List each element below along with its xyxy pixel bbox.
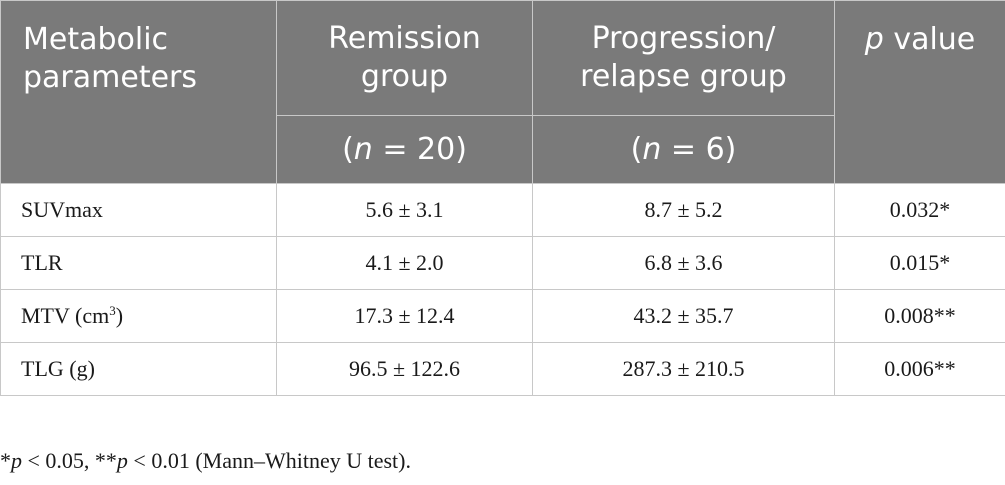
footnote-part: p bbox=[116, 448, 128, 473]
footnote-part: < 0.01 (Mann–Whitney U test). bbox=[127, 448, 411, 473]
header-col3-line1: Progression/ bbox=[591, 21, 776, 56]
row-label: TLR bbox=[0, 236, 277, 290]
row-label: MTV (cm3) bbox=[0, 289, 277, 343]
n-remission-var: n bbox=[353, 131, 373, 167]
header-metabolic-parameters: Metabolic parameters bbox=[0, 0, 277, 184]
header-n-progression: (n = 6) bbox=[532, 115, 835, 184]
row-label-after: ) bbox=[115, 303, 124, 328]
footnote-part: * bbox=[0, 448, 11, 473]
header-col3-line2: relapse group bbox=[580, 59, 787, 94]
table-row: TLG (g) 96.5 ± 122.6 287.3 ± 210.5 0.006… bbox=[0, 342, 1005, 396]
cell-p-value: 0.032* bbox=[834, 183, 1005, 237]
n-remission-rest: = 20) bbox=[372, 131, 467, 167]
row-label-text: MTV (cm bbox=[21, 303, 110, 328]
cell-p-value: 0.015* bbox=[834, 236, 1005, 290]
footnote-part: p bbox=[11, 448, 22, 473]
cell-remission: 5.6 ± 3.1 bbox=[276, 183, 533, 237]
n-remission-open: ( bbox=[342, 131, 354, 167]
header-progression-group: Progression/ relapse group bbox=[532, 0, 835, 116]
row-label-text: TLR bbox=[21, 250, 63, 275]
cell-progression: 6.8 ± 3.6 bbox=[532, 236, 835, 290]
header-col2-line2: group bbox=[360, 59, 449, 94]
cell-progression: 8.7 ± 5.2 bbox=[532, 183, 835, 237]
table-row: SUVmax 5.6 ± 3.1 8.7 ± 5.2 0.032* bbox=[0, 183, 1005, 237]
row-label-text: SUVmax bbox=[21, 197, 103, 222]
cell-remission: 4.1 ± 2.0 bbox=[276, 236, 533, 290]
cell-progression: 287.3 ± 210.5 bbox=[532, 342, 835, 396]
footnote-part: < 0.05, ** bbox=[22, 448, 117, 473]
row-label-text: TLG (g) bbox=[21, 356, 95, 381]
table-header: Metabolic parameters Remission group Pro… bbox=[0, 0, 1005, 184]
cell-remission: 96.5 ± 122.6 bbox=[276, 342, 533, 396]
n-progression-rest: = 6) bbox=[661, 131, 737, 167]
table-footnote: *p < 0.05, **p < 0.01 (Mann–Whitney U te… bbox=[0, 448, 411, 474]
row-label: SUVmax bbox=[0, 183, 277, 237]
cell-p-value: 0.008** bbox=[834, 289, 1005, 343]
row-label: TLG (g) bbox=[0, 342, 277, 396]
cell-progression: 43.2 ± 35.7 bbox=[532, 289, 835, 343]
results-table: Metabolic parameters Remission group Pro… bbox=[0, 0, 1005, 396]
header-n-remission: (n = 20) bbox=[276, 115, 533, 184]
table-body: SUVmax 5.6 ± 3.1 8.7 ± 5.2 0.032* TLR 4.… bbox=[0, 183, 1005, 396]
header-p-italic: p bbox=[864, 22, 884, 57]
cell-p-value: 0.006** bbox=[834, 342, 1005, 396]
header-p-rest: value bbox=[883, 22, 976, 57]
table-row: MTV (cm3) 17.3 ± 12.4 43.2 ± 35.7 0.008*… bbox=[0, 289, 1005, 343]
header-remission-group: Remission group bbox=[276, 0, 533, 116]
cell-remission: 17.3 ± 12.4 bbox=[276, 289, 533, 343]
n-progression-open: ( bbox=[630, 131, 643, 167]
header-p-value: p value bbox=[834, 0, 1005, 184]
header-col1-line1: Metabolic bbox=[23, 22, 169, 57]
header-col2-line1: Remission bbox=[328, 21, 481, 56]
n-progression-var: n bbox=[642, 131, 662, 167]
table-row: TLR 4.1 ± 2.0 6.8 ± 3.6 0.015* bbox=[0, 236, 1005, 290]
header-col1-line2: parameters bbox=[23, 60, 198, 95]
row-label-sup: 3 bbox=[109, 303, 116, 318]
